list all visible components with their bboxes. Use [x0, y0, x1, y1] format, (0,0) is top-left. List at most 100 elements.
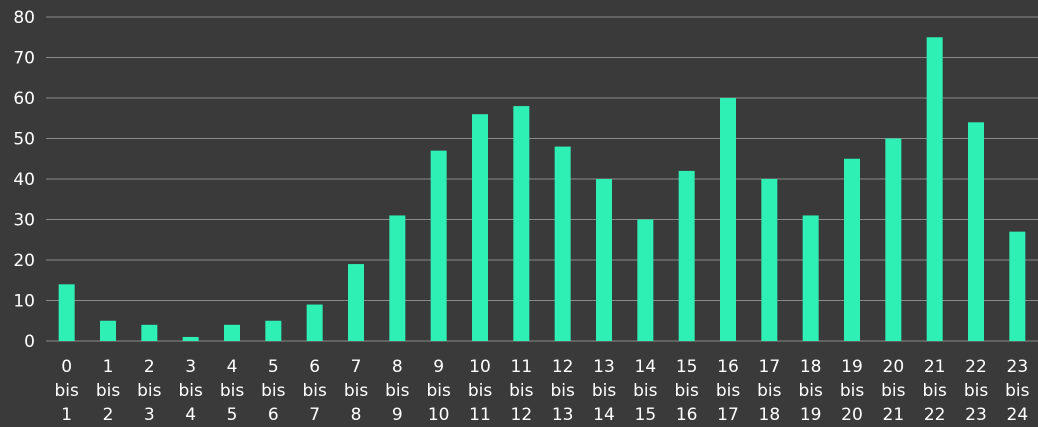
x-tick-label-line: 17 — [759, 357, 781, 377]
x-tick-label-line: bis — [964, 381, 989, 401]
bar-18 — [802, 215, 819, 341]
bar-22 — [968, 122, 984, 341]
x-tick-label-line: 15 — [676, 357, 698, 377]
x-axis-tick-labels: 0 bis 11 bis 22 bis 33 bis 44 bis 55 bis 66 bis 77 bis 8… — [54, 357, 1029, 425]
x-tick-label-line: 20 — [883, 357, 905, 377]
x-tick-label-line: bis — [426, 381, 451, 401]
bar-23 — [1009, 231, 1026, 341]
y-axis-tick-labels: 0 10 20 30 40 50 60 70 80 — [13, 8, 35, 352]
bar-8 — [389, 215, 406, 341]
x-tick-label: 1 bis 2 — [96, 357, 121, 425]
x-tick-label-line: bis — [881, 381, 906, 401]
x-tick-label-line: 4 — [185, 405, 196, 425]
y-tick-label: 70 — [13, 49, 35, 69]
bar-9 — [430, 150, 447, 341]
x-tick-label-line: bis — [1005, 381, 1030, 401]
x-tick-label-line: 4 — [227, 357, 238, 377]
x-tick-label-line: bis — [509, 381, 534, 401]
x-tick-label-line: bis — [922, 381, 947, 401]
x-tick-label: 17 bis 18 — [757, 357, 782, 425]
x-tick-label-line: 16 — [717, 357, 739, 377]
x-tick-label-line: 2 — [144, 357, 155, 377]
x-tick-label-line: 8 — [392, 357, 403, 377]
x-tick-label-line: 9 — [433, 357, 444, 377]
x-tick-label-line: bis — [592, 381, 617, 401]
x-tick-label-line: bis — [798, 381, 823, 401]
x-tick-label-line: 6 — [309, 357, 320, 377]
x-tick-label-line: 1 — [61, 405, 72, 425]
bar-7 — [348, 264, 364, 341]
x-tick-label: 22 bis 23 — [964, 357, 989, 425]
x-tick-label-line: 10 — [469, 357, 491, 377]
y-tick-label: 60 — [13, 89, 35, 109]
x-tick-label-line: 8 — [351, 405, 362, 425]
x-tick-label-line: bis — [550, 381, 575, 401]
x-tick-label-line: bis — [178, 381, 203, 401]
x-tick-label: 10 bis 11 — [468, 357, 493, 425]
x-tick-label-line: 3 — [185, 357, 196, 377]
y-tick-label: 10 — [13, 292, 35, 312]
x-tick-label: 15 bis 16 — [674, 357, 699, 425]
y-tick-label: 0 — [24, 332, 35, 352]
x-tick-label: 8 bis 9 — [385, 357, 410, 425]
x-tick-label-line: bis — [757, 381, 782, 401]
bar-17 — [761, 179, 778, 341]
x-tick-label-line: bis — [344, 381, 369, 401]
x-tick-label-line: 24 — [1007, 405, 1029, 425]
bar-16 — [720, 98, 736, 341]
x-tick-label: 7 bis 8 — [344, 357, 369, 425]
x-tick-label-line: 19 — [800, 405, 822, 425]
x-tick-label: 6 bis 7 — [302, 357, 327, 425]
x-tick-label-line: 5 — [227, 405, 238, 425]
x-tick-label: 0 bis 1 — [54, 357, 79, 425]
bar-21 — [926, 37, 943, 341]
x-tick-label-line: bis — [261, 381, 286, 401]
x-tick-label: 4 bis 5 — [220, 357, 245, 425]
x-tick-label: 21 bis 22 — [922, 357, 947, 425]
x-tick-label: 11 bis 12 — [509, 357, 534, 425]
x-tick-label-line: 18 — [800, 357, 822, 377]
x-tick-label-line: 18 — [759, 405, 781, 425]
x-tick-label-line: 22 — [924, 405, 946, 425]
bar-15 — [678, 170, 695, 341]
x-tick-label: 2 bis 3 — [137, 357, 162, 425]
x-tick-label-line: bis — [716, 381, 741, 401]
x-tick-label-line: 19 — [841, 357, 863, 377]
bar-12 — [554, 146, 571, 341]
bar-6 — [306, 304, 323, 341]
y-tick-label: 50 — [13, 130, 35, 150]
x-tick-label-line: 12 — [552, 357, 574, 377]
x-tick-label-line: 13 — [552, 405, 574, 425]
x-tick-label: 14 bis 15 — [633, 357, 658, 425]
bar-0 — [58, 284, 75, 341]
x-tick-label-line: 11 — [469, 405, 491, 425]
bar-14 — [637, 219, 654, 341]
bar-4 — [224, 324, 240, 341]
x-tick-label-line: 22 — [965, 357, 987, 377]
x-tick-label: 23 bis 24 — [1005, 357, 1030, 425]
x-tick-label-line: bis — [633, 381, 658, 401]
x-tick-label-line: bis — [468, 381, 493, 401]
y-tick-label: 20 — [13, 251, 35, 271]
x-tick-label-line: 12 — [511, 405, 533, 425]
x-tick-label: 13 bis 14 — [592, 357, 617, 425]
x-tick-label: 16 bis 17 — [716, 357, 741, 425]
bar-13 — [596, 179, 612, 341]
x-tick-label-line: 21 — [924, 357, 946, 377]
x-tick-label: 12 bis 13 — [550, 357, 575, 425]
x-tick-label-line: 7 — [309, 405, 320, 425]
x-tick-label-line: 10 — [428, 405, 450, 425]
x-tick-label-line: 23 — [965, 405, 987, 425]
bar-10 — [472, 114, 488, 341]
x-tick-label-line: bis — [674, 381, 699, 401]
x-tick-label-line: bis — [137, 381, 162, 401]
bars — [58, 37, 1026, 341]
x-tick-label-line: bis — [96, 381, 121, 401]
x-tick-label-line: bis — [385, 381, 410, 401]
x-tick-label-line: 20 — [841, 405, 863, 425]
x-tick-label-line: 14 — [593, 405, 615, 425]
x-tick-label-line: bis — [220, 381, 245, 401]
x-tick-label-line: 0 — [61, 357, 72, 377]
x-tick-label-line: bis — [54, 381, 79, 401]
